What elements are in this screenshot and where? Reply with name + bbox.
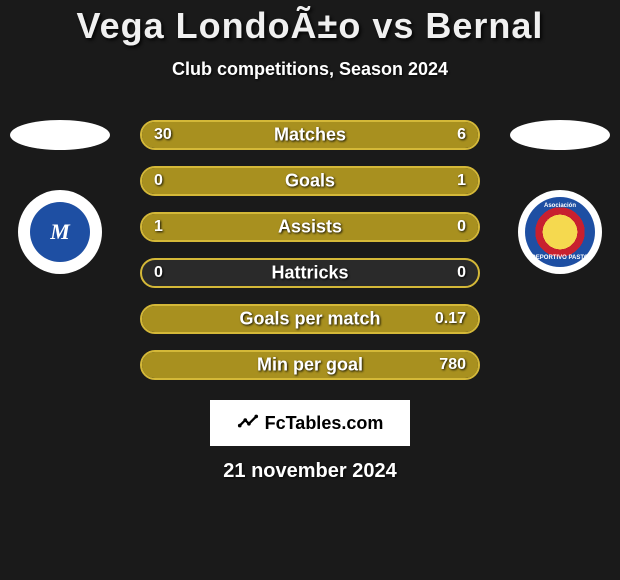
player1-name: Vega LondoÃ±o: [77, 5, 362, 46]
stat-label: Matches: [274, 125, 346, 146]
stat-bar: Hattricks 0 0: [140, 258, 480, 288]
stat-value-right: 0: [457, 218, 466, 236]
bar-fill-right: [421, 122, 478, 148]
right-crest: Asociación DEPORTIVO PASTO: [518, 190, 602, 274]
stat-label: Assists: [278, 217, 342, 238]
right-crest-inner: Asociación DEPORTIVO PASTO: [525, 197, 595, 267]
stat-bar: Matches 30 6: [140, 120, 480, 150]
stat-bar: Min per goal 780: [140, 350, 480, 380]
right-crest-bottom-text: DEPORTIVO PASTO: [525, 255, 595, 261]
branding-badge[interactable]: FcTables.com: [210, 400, 410, 446]
stat-value-left: 30: [154, 126, 172, 144]
stat-bars: Matches306Goals01Assists10Hattricks00Goa…: [140, 120, 480, 380]
subtitle: Club competitions, Season 2024: [0, 59, 620, 80]
stat-value-right: 0.17: [435, 310, 466, 328]
stat-label: Goals per match: [239, 309, 380, 330]
chart-icon: [237, 410, 259, 437]
right-crest-column: Asociación DEPORTIVO PASTO: [510, 120, 610, 274]
right-crest-top-text: Asociación: [525, 203, 595, 209]
stat-value-right: 0: [457, 264, 466, 282]
right-flag-oval: [510, 120, 610, 150]
left-crest-letter: M: [30, 202, 90, 262]
left-crest: M: [18, 190, 102, 274]
stat-label: Min per goal: [257, 355, 363, 376]
page-title: Vega LondoÃ±o vs Bernal: [0, 5, 620, 47]
stat-value-right: 1: [457, 172, 466, 190]
vs-text: vs: [372, 5, 414, 46]
stat-value-right: 780: [439, 356, 466, 374]
stat-label: Hattricks: [271, 263, 348, 284]
player2-name: Bernal: [425, 5, 543, 46]
main-row: M Matches306Goals01Assists10Hattricks00G…: [0, 120, 620, 380]
stat-value-left: 0: [154, 264, 163, 282]
stat-value-left: 0: [154, 172, 163, 190]
date-text: 21 november 2024: [0, 460, 620, 483]
left-flag-oval: [10, 120, 110, 150]
stat-bar: Goals 0 1: [140, 166, 480, 196]
left-crest-column: M: [10, 120, 110, 274]
branding-text: FcTables.com: [265, 413, 384, 434]
stat-value-left: 1: [154, 218, 163, 236]
stat-label: Goals: [285, 171, 335, 192]
root: Vega LondoÃ±o vs Bernal Club competition…: [0, 0, 620, 483]
stat-bar: Assists 1 0: [140, 212, 480, 242]
stat-value-right: 6: [457, 126, 466, 144]
stat-bar: Goals per match 0.17: [140, 304, 480, 334]
